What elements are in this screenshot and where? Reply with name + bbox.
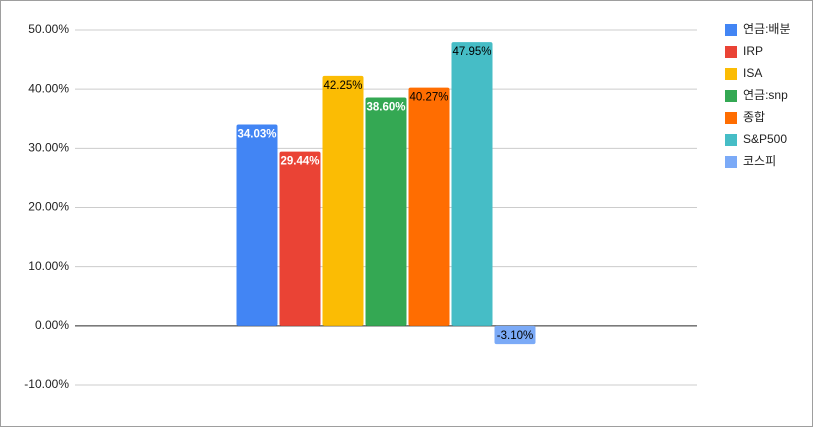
value-label: 40.27% [409,92,448,104]
legend-label: S&P500 [743,132,787,146]
y-tick-label: -10.00% [24,377,69,391]
legend-swatch [725,156,737,168]
legend-label: 코스피 [743,154,776,168]
value-label: -3.10% [497,330,533,342]
value-label: 38.60% [366,101,405,113]
legend-label: 연금:배분 [743,22,791,36]
value-label: 34.03% [237,129,276,141]
bar [494,325,536,345]
y-tick-label: 10.00% [28,259,69,273]
value-label: 29.44% [280,156,319,168]
legend-label: 종합 [743,110,765,124]
y-tick-label: 50.00% [28,22,69,36]
bar [236,124,278,326]
legend-swatch [725,68,737,80]
bar [279,151,321,326]
y-tick-label: 20.00% [28,200,69,214]
legend-label: ISA [743,66,762,80]
legend-swatch [725,24,737,36]
bar [365,97,407,326]
y-tick-label: 30.00% [28,141,69,155]
value-label: 42.25% [323,80,362,92]
legend-swatch [725,134,737,146]
bar [322,75,364,326]
legend-label: IRP [743,44,763,58]
y-tick-label: 0.00% [35,318,69,332]
legend-swatch [725,112,737,124]
y-tick-label: 40.00% [28,81,69,95]
legend-swatch [725,46,737,58]
bar [451,42,493,326]
legend-label: 연금:snp [743,88,788,102]
bar [408,87,450,326]
legend-swatch [725,90,737,102]
value-label: 47.95% [452,46,491,58]
